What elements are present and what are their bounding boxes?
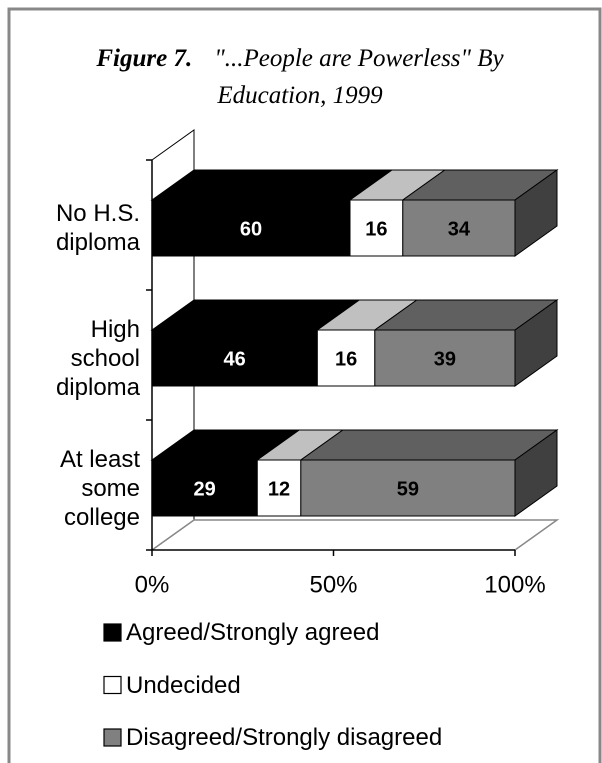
- y-tick-label: High school diploma: [55, 315, 140, 401]
- data-label: 39: [434, 348, 456, 370]
- data-label: 12: [268, 478, 290, 500]
- x-tick-label: 0%: [135, 571, 170, 598]
- floor: [151, 519, 560, 551]
- legend-label: Disagreed/Strongly disagreed: [126, 724, 443, 751]
- frame: [7, 7, 602, 763]
- data-label: 29: [194, 478, 216, 500]
- y-tick-label: No H.S. diploma: [55, 200, 140, 256]
- x-tick-label: 100%: [484, 571, 545, 598]
- chart-title: "...People are Powerless" By Education, …: [214, 45, 504, 109]
- data-label: 46: [224, 348, 246, 370]
- data-label: 16: [365, 218, 387, 240]
- legend-swatch: [103, 728, 122, 747]
- bar: [402, 199, 516, 257]
- bar-side: [514, 169, 558, 257]
- data-label: 34: [448, 218, 471, 240]
- title-label: Figure 7.: [96, 45, 193, 72]
- bar-side: [514, 299, 558, 387]
- data-label: 59: [397, 478, 419, 500]
- x-tick-label: 50%: [309, 571, 357, 598]
- data-label: 60: [240, 218, 262, 240]
- bar: [300, 459, 516, 517]
- legend-swatch: [103, 623, 122, 642]
- bar-side: [514, 429, 558, 517]
- legend-label: Undecided: [126, 671, 241, 699]
- bar: [256, 459, 302, 517]
- bar: [374, 329, 516, 387]
- legend-label: Agreed/Strongly agreed: [126, 619, 380, 646]
- y-tick-label: At least some college: [59, 445, 140, 531]
- bar-top: [299, 429, 559, 461]
- title: Figure 7. "...People are Powerless" By Ed…: [90, 40, 510, 114]
- bar: [349, 199, 404, 257]
- data-label: 16: [335, 348, 357, 370]
- legend-swatch: [103, 675, 122, 695]
